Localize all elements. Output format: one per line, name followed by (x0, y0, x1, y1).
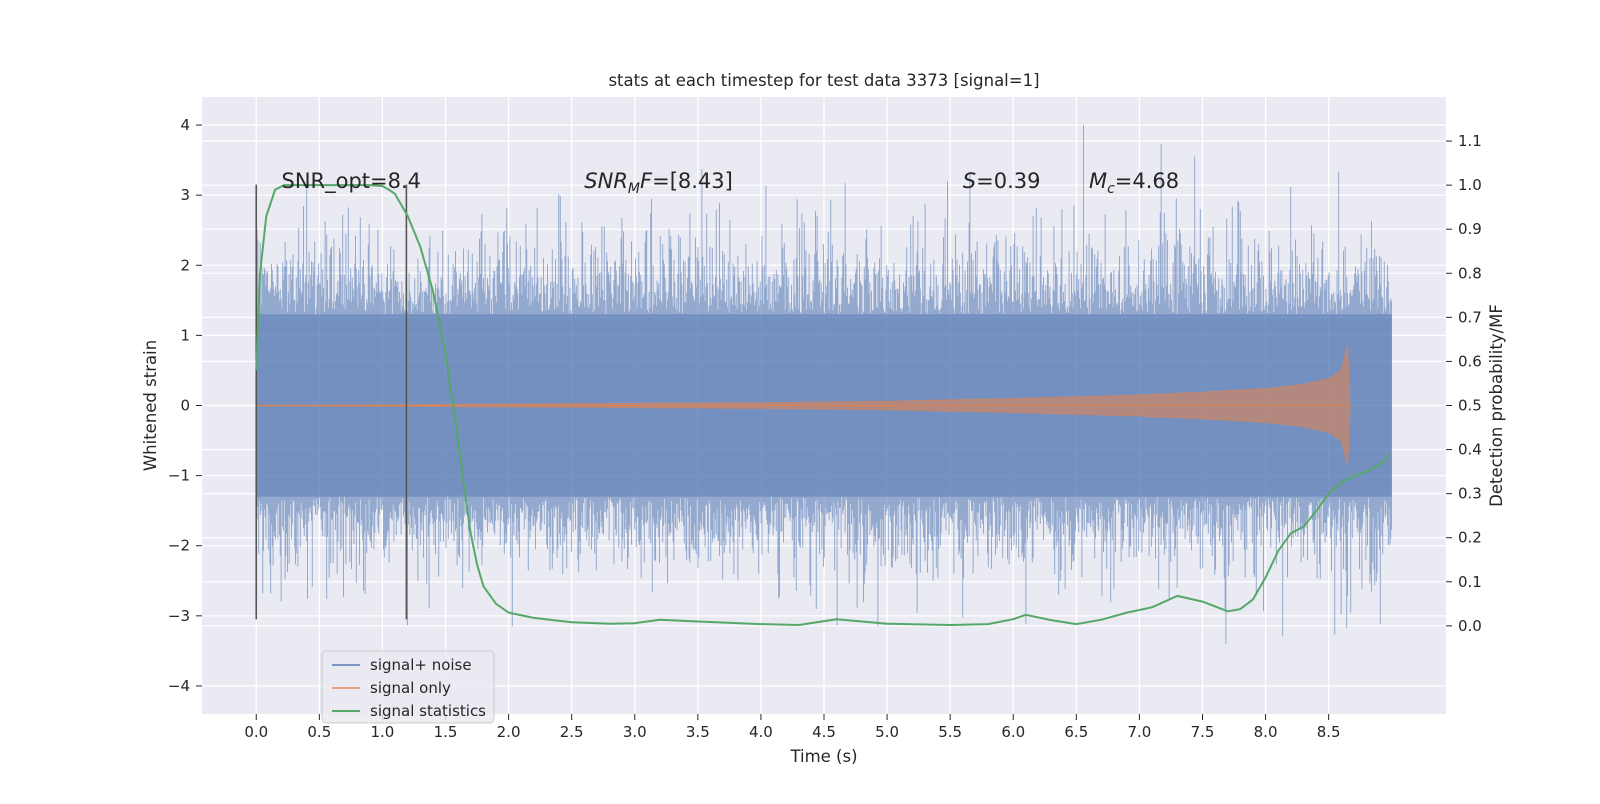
x-tick-label: 5.0 (875, 723, 899, 741)
chart-title: stats at each timestep for test data 337… (608, 71, 1039, 90)
x-tick-label: 4.0 (749, 723, 773, 741)
y-right-tick-label: 0.4 (1458, 441, 1482, 459)
legend: signal+ noise signal only signal statistic… (321, 650, 495, 724)
x-tick-label: 0.5 (307, 723, 331, 741)
annotation-part: c (1107, 181, 1115, 197)
legend-label: signal only (370, 679, 451, 697)
y-left-tick-label: 0 (180, 397, 190, 415)
annotation-part: S (963, 169, 976, 193)
legend-label: signal+ noise (370, 656, 472, 674)
annotation-part: SNR (584, 169, 628, 193)
annotation-part: F (640, 169, 653, 193)
legend-box (321, 650, 495, 724)
x-tick-label: 7.5 (1191, 723, 1215, 741)
x-tick-label: 6.5 (1064, 723, 1088, 741)
legend-label: signal statistics (370, 702, 486, 720)
annotation-part: M (1089, 169, 1107, 193)
y-right-tick-label: 0.2 (1458, 529, 1482, 547)
x-tick-label: 3.5 (686, 723, 710, 741)
x-tick-label: 2.5 (560, 723, 584, 741)
y-axis-label-right: Detection probability/MF (1487, 304, 1506, 507)
y-right-tick-label: 1.1 (1458, 132, 1482, 150)
y-right-tick-label: 0.9 (1458, 220, 1482, 238)
axes: 0.0 0.5 1.0 1.5 2.0 2.5 3.0 3.5 4.0 4.5 5.0 5.5 6.0 6… (168, 116, 1482, 741)
series-signal-statistics (255, 184, 1391, 626)
annotation-text: S=0.39 (963, 169, 1041, 193)
y-right-tick-label: 0.6 (1458, 352, 1482, 370)
x-tick-label: 6.0 (1001, 723, 1025, 741)
series-signal-only (255, 345, 1351, 466)
x-tick-label: 8.5 (1317, 723, 1341, 741)
y-left-tick-label: −1 (168, 467, 190, 485)
y-right-tick-label: 1.0 (1458, 176, 1482, 194)
annotation-part: =0.39 (976, 169, 1040, 193)
y-right-tick-label: 0.3 (1458, 485, 1482, 503)
annotation-part: =[8.43] (652, 169, 733, 193)
y-left-tick-label: −2 (168, 537, 190, 555)
y-left-tick-label: 1 (180, 326, 190, 344)
y-left-tick-label: −3 (168, 607, 190, 625)
x-tick-label: 4.5 (812, 723, 836, 741)
vertical-markers (255, 184, 408, 620)
y-left-tick-label: 2 (180, 256, 190, 274)
y-left-tick-label: 3 (180, 186, 190, 204)
annotations: SNR_opt=8.4 SNRMF=[8.43] S=0.39 Mc=4.68 (281, 169, 1179, 197)
y-axis-label-left: Whitened strain (141, 340, 160, 471)
y-right-tick-label: 0.8 (1458, 264, 1482, 282)
annotation-text: SNR_opt=8.4 (281, 169, 421, 194)
annotation-text: Mc=4.68 (1089, 169, 1179, 197)
x-axis-label: Time (s) (789, 747, 857, 766)
x-tick-label: 2.0 (497, 723, 521, 741)
statistics-line (255, 184, 1391, 626)
x-tick-label: 3.0 (623, 723, 647, 741)
annotation-part: M (628, 181, 640, 197)
annotation-part: SNR_opt=8.4 (281, 169, 421, 194)
x-tick-label: 1.0 (370, 723, 394, 741)
x-tick-label: 1.5 (434, 723, 458, 741)
y-right-tick-label: 0.1 (1458, 573, 1482, 591)
y-left-tick-label: −4 (168, 677, 190, 695)
y-left-tick-label: 4 (180, 116, 190, 134)
x-tick-label: 7.0 (1127, 723, 1151, 741)
x-tick-label: 5.5 (938, 723, 962, 741)
y-right-tick-label: 0.0 (1458, 617, 1482, 635)
x-tick-label: 8.0 (1254, 723, 1278, 741)
y-right-tick-label: 0.7 (1458, 308, 1482, 326)
annotation-part: =4.68 (1115, 169, 1179, 193)
annotation-text: SNRMF=[8.43] (584, 169, 733, 197)
y-right-tick-label: 0.5 (1458, 397, 1482, 415)
x-tick-label: 0.0 (244, 723, 268, 741)
